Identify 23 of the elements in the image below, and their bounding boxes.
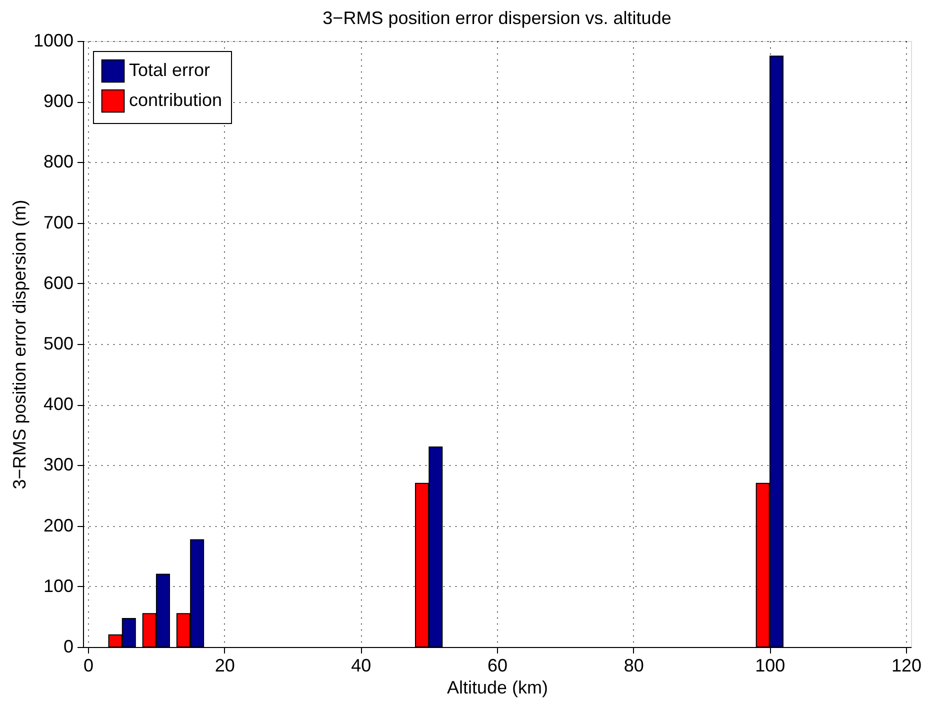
x-axis-title: Altitude (km) [446, 678, 548, 698]
chart-title: 3−RMS position error dispersion vs. altitude [322, 8, 672, 28]
y-tick-label: 100 [43, 576, 74, 596]
y-tick-label: 800 [43, 152, 74, 172]
y-tick-label: 500 [43, 334, 74, 354]
y-tick-label: 300 [43, 454, 74, 475]
y-tick-label: 1000 [33, 30, 74, 50]
y-tick-label: 200 [43, 515, 74, 536]
x-tick-label: 0 [83, 656, 94, 676]
x-tick-label: 120 [891, 656, 922, 676]
y-tick-label: 900 [43, 91, 74, 112]
y-tick-label: 400 [43, 394, 74, 414]
x-tick-label: 100 [755, 656, 786, 676]
y-axis-title: 3−RMS position error dispersion (m) [9, 200, 30, 490]
legend-label: contribution [129, 90, 222, 110]
legend-label: Total error [129, 60, 210, 80]
y-tick-label: 0 [63, 636, 74, 656]
x-tick-label: 40 [351, 656, 372, 676]
x-tick-label: 60 [487, 656, 508, 676]
x-tick-label: 80 [624, 656, 644, 676]
y-tick-label: 600 [43, 272, 74, 293]
y-tick-label: 700 [43, 212, 74, 232]
x-tick-label: 20 [214, 656, 235, 676]
